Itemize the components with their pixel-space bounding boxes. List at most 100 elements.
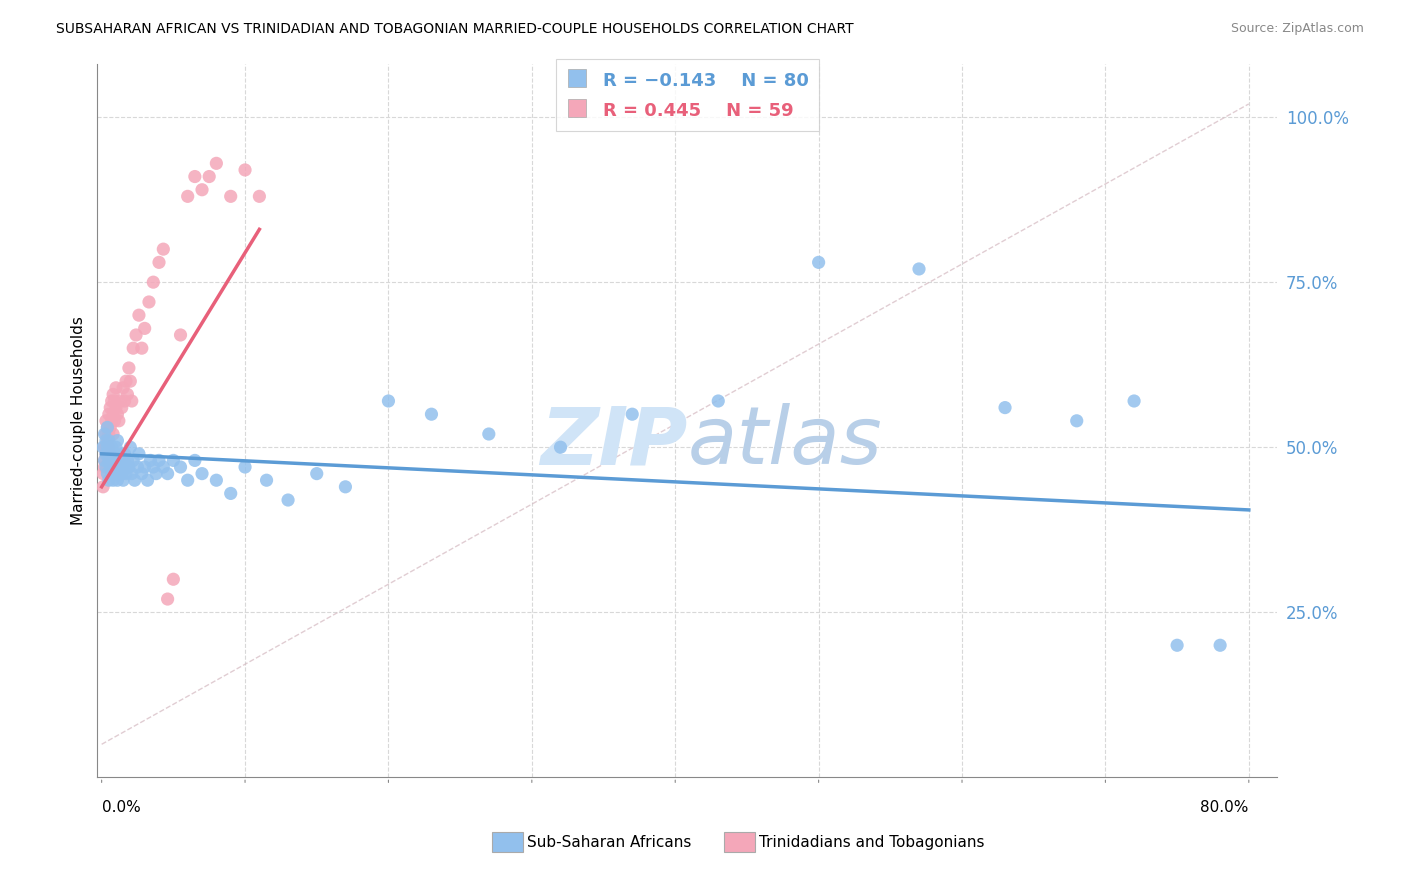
- Point: [233, 460, 256, 475]
- Point: [420, 407, 443, 421]
- Legend: R = −0.143    N = 80, R = 0.445    N = 59: R = −0.143 N = 80, R = 0.445 N = 59: [555, 59, 820, 131]
- Point: [122, 341, 145, 355]
- Point: [994, 401, 1017, 415]
- Point: [118, 361, 141, 376]
- Point: [169, 328, 191, 343]
- Point: [131, 341, 153, 355]
- Point: [118, 460, 141, 475]
- Text: Trinidadians and Tobagonians: Trinidadians and Tobagonians: [759, 835, 984, 849]
- Point: [97, 460, 120, 475]
- Point: [103, 447, 125, 461]
- Point: [176, 189, 198, 203]
- Point: [98, 460, 121, 475]
- Point: [93, 453, 115, 467]
- Point: [125, 328, 148, 343]
- Point: [110, 447, 132, 461]
- Point: [117, 387, 139, 401]
- Point: [148, 255, 170, 269]
- Point: [112, 381, 135, 395]
- Point: [100, 394, 122, 409]
- Point: [112, 473, 135, 487]
- Point: [120, 374, 142, 388]
- Point: [104, 401, 127, 415]
- Text: atlas: atlas: [688, 403, 882, 481]
- Point: [104, 381, 127, 395]
- Point: [277, 493, 299, 508]
- Text: 0.0%: 0.0%: [101, 800, 141, 815]
- Point: [101, 407, 124, 421]
- Point: [93, 460, 115, 475]
- Point: [97, 440, 120, 454]
- Point: [108, 453, 131, 467]
- Point: [103, 394, 125, 409]
- Point: [97, 453, 120, 467]
- Point: [205, 473, 228, 487]
- Point: [128, 447, 150, 461]
- Point: [131, 467, 153, 481]
- Point: [114, 447, 136, 461]
- Point: [152, 242, 174, 256]
- Point: [233, 163, 256, 178]
- Point: [103, 414, 125, 428]
- Point: [104, 440, 127, 454]
- Point: [101, 387, 124, 401]
- Point: [121, 394, 143, 409]
- Point: [1123, 394, 1146, 409]
- Point: [145, 467, 167, 481]
- Text: SUBSAHARAN AFRICAN VS TRINIDADIAN AND TOBAGONIAN MARRIED-COUPLE HOUSEHOLDS CORRE: SUBSAHARAN AFRICAN VS TRINIDADIAN AND TO…: [56, 22, 853, 37]
- Point: [1066, 414, 1088, 428]
- Point: [98, 401, 121, 415]
- Point: [108, 467, 131, 481]
- Point: [184, 169, 207, 184]
- Point: [550, 440, 572, 454]
- Point: [100, 414, 122, 428]
- Point: [107, 434, 129, 448]
- Point: [142, 275, 165, 289]
- Text: Sub-Saharan Africans: Sub-Saharan Africans: [527, 835, 692, 849]
- Y-axis label: Married-couple Households: Married-couple Households: [72, 317, 86, 525]
- Text: ZIP: ZIP: [540, 403, 688, 481]
- Point: [115, 374, 138, 388]
- Point: [98, 453, 121, 467]
- Point: [101, 453, 124, 467]
- Point: [139, 453, 162, 467]
- Point: [100, 447, 122, 461]
- Point: [100, 467, 122, 481]
- Point: [93, 440, 115, 454]
- Point: [94, 434, 117, 448]
- Point: [101, 427, 124, 442]
- Point: [162, 572, 184, 586]
- Point: [127, 460, 149, 475]
- Point: [121, 467, 143, 481]
- Point: [110, 394, 132, 409]
- Point: [256, 473, 278, 487]
- Point: [908, 262, 931, 277]
- Point: [94, 447, 117, 461]
- Point: [91, 440, 114, 454]
- Point: [110, 460, 132, 475]
- Point: [114, 460, 136, 475]
- Point: [107, 473, 129, 487]
- Point: [98, 440, 121, 454]
- Point: [94, 460, 117, 475]
- Point: [96, 434, 118, 448]
- Text: Source: ZipAtlas.com: Source: ZipAtlas.com: [1230, 22, 1364, 36]
- Point: [94, 427, 117, 442]
- Point: [93, 453, 115, 467]
- Point: [807, 255, 830, 269]
- Point: [94, 414, 117, 428]
- Point: [305, 467, 328, 481]
- Text: 80.0%: 80.0%: [1201, 800, 1249, 815]
- Point: [107, 407, 129, 421]
- Point: [96, 420, 118, 434]
- Point: [117, 453, 139, 467]
- Point: [120, 440, 142, 454]
- Point: [247, 189, 270, 203]
- Point: [91, 467, 114, 481]
- Point: [1166, 638, 1188, 652]
- Point: [115, 467, 138, 481]
- Point: [162, 453, 184, 467]
- Point: [104, 467, 127, 481]
- Point: [205, 156, 228, 170]
- Point: [100, 440, 122, 454]
